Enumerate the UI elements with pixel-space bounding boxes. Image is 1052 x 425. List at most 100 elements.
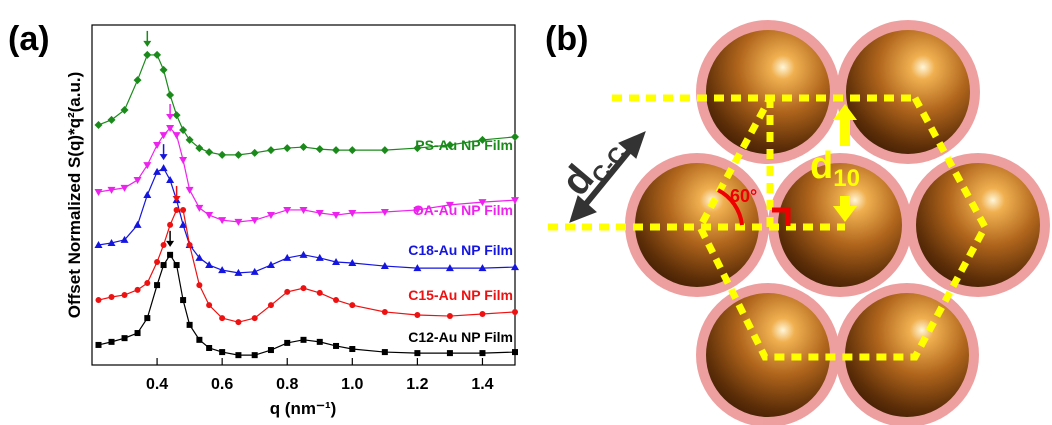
marker — [478, 199, 487, 207]
marker — [413, 206, 422, 214]
x-tick-label: 0.6 — [211, 376, 233, 393]
dcc-label: dC-C — [553, 127, 631, 207]
packing-diagram: dC-C d10 60° — [548, 20, 1050, 425]
marker — [120, 106, 129, 114]
marker — [380, 262, 389, 270]
gold-cores — [635, 30, 1040, 417]
marker — [316, 289, 323, 296]
x-tick-label: 0.8 — [276, 376, 298, 393]
marker — [315, 145, 324, 154]
marker — [107, 238, 116, 246]
marker — [300, 285, 307, 292]
marker — [283, 253, 292, 261]
marker — [300, 336, 307, 343]
marker — [206, 345, 213, 351]
x-tick-label: 1.4 — [471, 376, 493, 393]
angle-label: 60° — [730, 186, 757, 206]
x-axis-label: q (nm⁻¹) — [270, 399, 337, 418]
marker — [283, 206, 292, 214]
marker — [133, 177, 142, 185]
plot-frame — [91, 24, 516, 366]
marker — [166, 176, 175, 184]
marker — [315, 210, 324, 218]
marker — [133, 220, 142, 228]
marker — [511, 197, 519, 205]
marker — [143, 191, 152, 198]
marker — [332, 257, 341, 265]
marker — [414, 312, 421, 319]
series-label: C18-Au NP Film — [408, 242, 513, 258]
marker — [413, 264, 422, 272]
marker — [381, 349, 388, 356]
d10-label: d10 — [810, 145, 860, 192]
marker — [159, 65, 168, 74]
marker — [219, 349, 226, 356]
marker — [172, 132, 181, 140]
marker — [121, 291, 128, 298]
marker — [250, 267, 259, 275]
marker — [380, 146, 389, 155]
marker — [445, 201, 454, 209]
marker — [108, 338, 115, 345]
marker — [196, 336, 203, 343]
marker — [250, 217, 259, 225]
marker — [160, 241, 167, 248]
marker — [511, 263, 519, 271]
marker — [185, 186, 194, 194]
series-label: PS-Au NP Film — [415, 137, 513, 153]
marker — [316, 338, 323, 345]
marker — [195, 144, 204, 153]
marker — [445, 141, 454, 150]
peak-arrow-head — [166, 114, 175, 121]
d10-arrow — [833, 104, 857, 222]
panel-label: (b) — [545, 20, 588, 58]
marker — [381, 308, 388, 315]
marker — [94, 120, 103, 129]
marker — [445, 264, 454, 272]
marker — [166, 91, 175, 100]
marker — [250, 148, 259, 157]
marker — [332, 146, 341, 155]
marker — [120, 184, 129, 192]
marker — [107, 186, 116, 194]
marker — [348, 259, 357, 266]
marker — [380, 209, 389, 216]
marker — [284, 288, 291, 295]
marker — [267, 347, 274, 354]
marker — [186, 321, 193, 328]
marker — [94, 240, 103, 248]
marker — [251, 315, 258, 322]
marker — [167, 251, 174, 258]
marker — [154, 282, 161, 289]
d10-sub: 10 — [833, 165, 860, 192]
marker — [283, 144, 292, 153]
marker — [299, 250, 308, 258]
marker — [235, 319, 242, 326]
angle-arc — [717, 188, 744, 226]
marker — [299, 206, 308, 214]
marker — [333, 297, 340, 304]
marker — [173, 206, 180, 213]
marker — [94, 188, 103, 196]
series-label: OA-Au NP Film — [413, 202, 513, 218]
marker — [179, 220, 188, 228]
marker — [134, 330, 141, 337]
marker — [349, 302, 356, 309]
x-tick-label: 1.0 — [341, 376, 363, 393]
marker — [332, 212, 341, 220]
marker — [173, 262, 180, 269]
dcc-arrow — [569, 131, 646, 223]
marker — [121, 335, 128, 342]
marker — [134, 286, 141, 293]
marker — [478, 135, 487, 144]
right-angle — [772, 207, 791, 226]
marker — [179, 156, 188, 164]
peak-arrow-head — [159, 154, 168, 161]
marker — [185, 135, 194, 144]
marker — [160, 262, 167, 269]
marker — [196, 282, 203, 289]
x-tick-label: 0.4 — [146, 376, 168, 393]
marker — [266, 146, 275, 155]
marker — [446, 350, 453, 357]
